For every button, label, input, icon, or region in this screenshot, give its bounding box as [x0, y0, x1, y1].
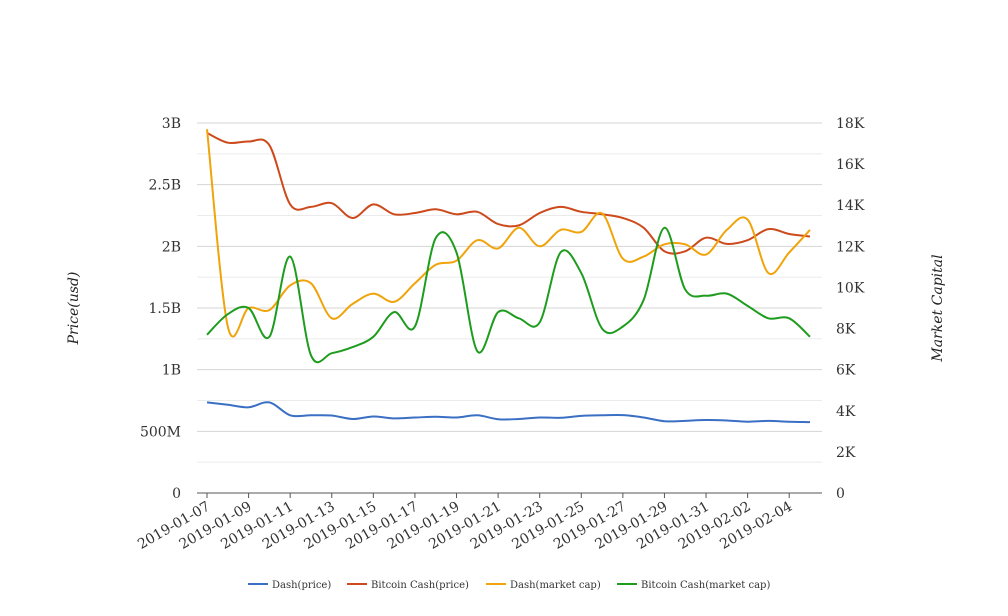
y-tick-label: 500M: [140, 424, 181, 440]
y2-tick-label: 18K: [836, 116, 865, 132]
y2-tick-label: 12K: [836, 239, 865, 255]
series-line-dash-market-cap: [206, 129, 811, 338]
y2-tick-label: 4K: [836, 404, 856, 420]
y2-tick-label: 6K: [836, 363, 856, 379]
legend-label: Dash(market cap): [510, 580, 601, 591]
y-tick-label: 3B: [162, 116, 181, 132]
y-axis-title: Price(usd): [66, 272, 82, 346]
series-group: [206, 129, 811, 424]
y-tick-label: 2B: [162, 239, 181, 255]
legend-label: Dash(price): [272, 580, 331, 591]
left-axis-ticks: 0 500M 1B 1.5B 2B 2.5B 3B: [140, 116, 181, 502]
x-axis-ticks: 2019-01-072019-01-092019-01-112019-01-13…: [135, 493, 795, 553]
series-line-dash-price: [206, 401, 811, 424]
y-tick-label: 1B: [162, 363, 181, 379]
right-axis-ticks: 0 2K 4K 6K 8K 10K 12K 14K 16K 18K: [836, 116, 865, 502]
series-line-bitcoin-cash-market-cap: [206, 226, 811, 364]
legend-label: Bitcoin Cash(price): [371, 580, 469, 591]
y2-tick-label: 14K: [836, 198, 865, 214]
legend-item: Bitcoin Cash(price): [347, 580, 469, 591]
y2-tick-label: 2K: [836, 445, 856, 461]
series-line-bitcoin-cash-price: [206, 131, 811, 255]
legend: Dash(price) Bitcoin Cash(price) Dash(marke…: [248, 580, 770, 591]
legend-item: Bitcoin Cash(market cap): [617, 580, 770, 591]
legend-item: Dash(price): [248, 580, 331, 591]
y2-tick-label: 8K: [836, 322, 856, 338]
y-tick-label: 0: [172, 486, 181, 502]
legend-label: Bitcoin Cash(market cap): [641, 580, 770, 591]
y-tick-label: 2.5B: [148, 178, 181, 194]
y-tick-label: 1.5B: [148, 301, 181, 317]
grid-lines: [197, 122, 822, 494]
y2-axis-title: Market Capital: [930, 254, 946, 362]
legend-item: Dash(market cap): [486, 580, 601, 591]
y2-tick-label: 16K: [836, 157, 865, 173]
y2-tick-label: 10K: [836, 280, 865, 296]
y2-tick-label: 0: [836, 486, 845, 502]
